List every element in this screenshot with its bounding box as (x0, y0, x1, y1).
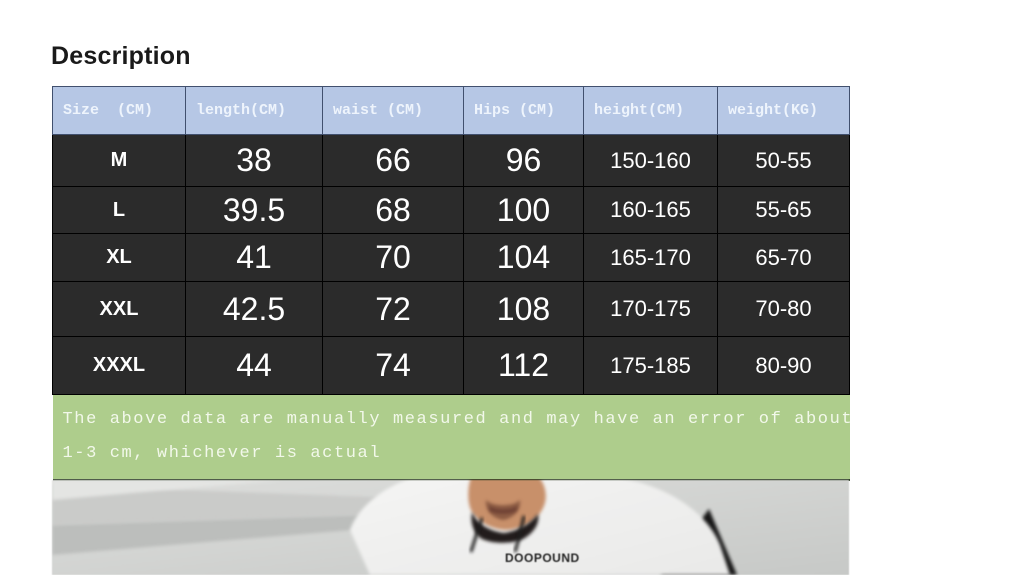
svg-text:DOOPOUND: DOOPOUND (505, 551, 580, 565)
